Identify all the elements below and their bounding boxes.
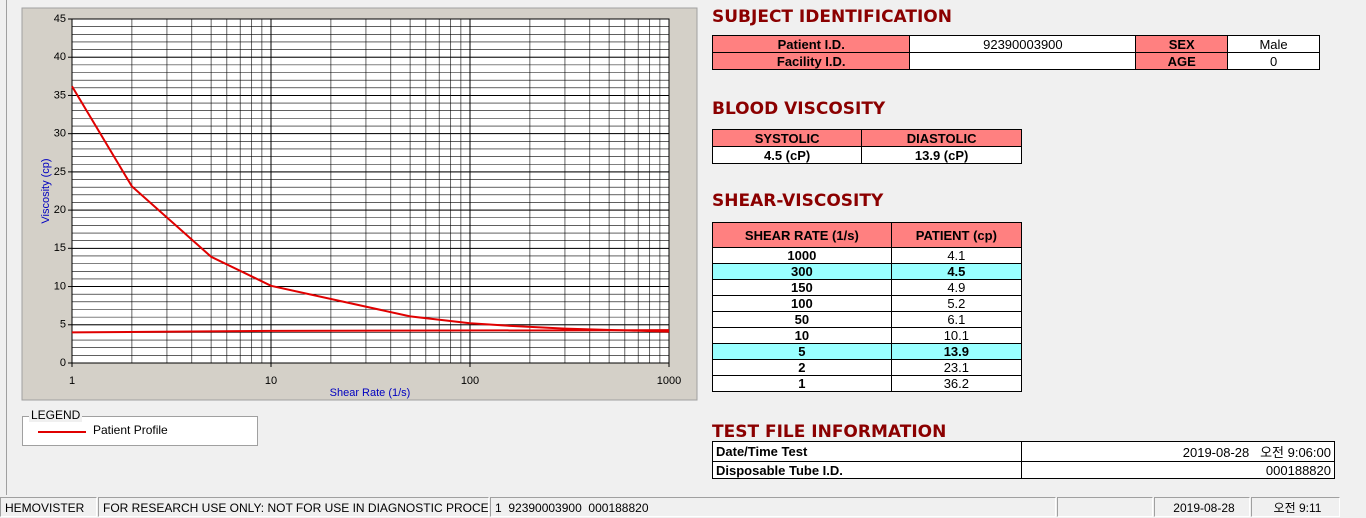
table-cell: 5.2 — [890, 295, 1023, 312]
table-cell — [909, 52, 1137, 70]
y-axis-label: Viscosity (cp) — [40, 158, 52, 223]
y-tick-label: 30 — [54, 128, 66, 140]
table-cell: 1 — [712, 375, 892, 392]
y-tick-label: 20 — [54, 204, 66, 216]
y-tick-label: 45 — [54, 13, 66, 25]
data-line — [71, 329, 670, 334]
section-title: SHEAR-VISCOSITY — [712, 191, 884, 211]
table-cell: 10 — [712, 327, 892, 344]
left-border — [6, 0, 7, 495]
table-row: Date/Time Test 2019-08-28 오전 9:06:00 — [712, 441, 1335, 462]
table-cell: AGE — [1135, 52, 1229, 70]
table-cell: Disposable Tube I.D. — [712, 461, 1022, 479]
x-tick-label: 1000 — [657, 375, 681, 387]
table-cell: 36.2 — [890, 375, 1023, 392]
table-row: Patient I.D. 92390003900 SEX Male — [711, 35, 1320, 53]
table-cell: Date/Time Test — [712, 441, 1022, 462]
table-cell: 300 — [712, 263, 892, 280]
table-cell: 6.1 — [890, 311, 1023, 328]
legend: LEGEND Patient Profile — [22, 408, 258, 446]
table-cell: 4.5 — [890, 263, 1023, 280]
table-row: 4.5 (cP) 13.9 (cP) — [711, 146, 1022, 164]
table-cell: PATIENT (cp) — [890, 222, 1023, 248]
y-tick-label: 10 — [54, 280, 66, 292]
table-cell: SYSTOLIC — [711, 129, 863, 147]
chart: Viscosity (cp) Shear Rate (1/s) 0 5 10 15 20… — [21, 7, 698, 401]
blood-table: SYSTOLIC DIASTOLIC 4.5 (cP) 13.9 (cP) — [711, 129, 1022, 164]
table-row: Disposable Tube I.D. 000188820 — [712, 461, 1335, 479]
table-row: 300 4.5 — [712, 263, 1023, 280]
shear-table: SHEAR RATE (1/s) PATIENT (cp) 1000 4.1 300 4.… — [712, 222, 1023, 392]
table-cell: DIASTOLIC — [861, 129, 1022, 147]
table-cell: 150 — [712, 279, 892, 296]
table-row: 2 23.1 — [712, 359, 1023, 376]
legend-swatch — [38, 431, 86, 433]
status-panel: FOR RESEARCH USE ONLY: NOT FOR USE IN DI… — [98, 497, 489, 517]
legend-label: Patient Profile — [93, 423, 168, 437]
table-cell: 23.1 — [890, 359, 1023, 376]
section-title: SUBJECT IDENTIFICATION — [712, 7, 952, 27]
table-row: 50 6.1 — [712, 311, 1023, 328]
y-tick-label: 25 — [54, 166, 66, 178]
table-cell: 100 — [712, 295, 892, 312]
table-cell: 50 — [712, 311, 892, 328]
table-row: 100 5.2 — [712, 295, 1023, 312]
table-cell: Male — [1227, 35, 1320, 53]
table-cell: 0 — [1227, 52, 1320, 70]
table-cell: 000188820 — [1021, 461, 1335, 479]
data-line — [71, 85, 670, 333]
section-title: TEST FILE INFORMATION — [712, 422, 947, 442]
table-cell: 5 — [712, 343, 892, 360]
table-cell: 4.1 — [890, 247, 1023, 264]
table-cell: Patient I.D. — [711, 35, 911, 53]
section-title: BLOOD VISCOSITY — [712, 99, 886, 119]
status-panel: HEMOVISTER — [0, 497, 97, 517]
table-row: 10 10.1 — [712, 327, 1023, 344]
table-cell: Facility I.D. — [711, 52, 911, 70]
table-cell: 10.1 — [890, 327, 1023, 344]
x-tick-label: 100 — [461, 375, 479, 387]
plot-area — [72, 19, 669, 363]
x-tick-label: 1 — [69, 375, 75, 387]
table-cell: SEX — [1135, 35, 1229, 53]
y-tick-label: 15 — [54, 242, 66, 254]
status-panel — [1057, 497, 1153, 517]
status-panel: 1 92390003900 000188820 — [490, 497, 1056, 517]
table-cell: 13.9 — [890, 343, 1023, 360]
table-cell: 2019-08-28 오전 9:06:00 — [1021, 441, 1335, 462]
table-row: 1000 4.1 — [712, 247, 1023, 264]
table-cell: 13.9 (cP) — [861, 146, 1022, 164]
y-tick-label: 0 — [60, 357, 66, 369]
table-cell: SHEAR RATE (1/s) — [712, 222, 892, 248]
table-row: 5 13.9 — [712, 343, 1023, 360]
y-tick-label: 40 — [54, 51, 66, 63]
legend-title: LEGEND — [29, 408, 83, 422]
y-tick-label: 35 — [54, 89, 66, 101]
table-cell: 4.9 — [890, 279, 1023, 296]
plot-border — [71, 18, 670, 364]
y-tick-label: 5 — [60, 319, 66, 331]
status-panel: 2019-08-28 — [1154, 497, 1250, 517]
table-row: SYSTOLIC DIASTOLIC — [711, 129, 1022, 147]
subject-table: Patient I.D. 92390003900 SEX Male Facility I… — [711, 35, 1320, 70]
table-row: 1 36.2 — [712, 375, 1023, 392]
status-panel: 오전 9:11 — [1251, 497, 1340, 517]
x-tick-label: 10 — [265, 375, 277, 387]
table-row: SHEAR RATE (1/s) PATIENT (cp) — [712, 222, 1023, 248]
table-row: 150 4.9 — [712, 279, 1023, 296]
table-row: Facility I.D. AGE 0 — [711, 52, 1320, 70]
x-axis-label: Shear Rate (1/s) — [330, 387, 411, 399]
table-cell: 1000 — [712, 247, 892, 264]
test-file-table: Date/Time Test 2019-08-28 오전 9:06:00 Dispo… — [712, 441, 1335, 479]
table-cell: 2 — [712, 359, 892, 376]
table-cell: 92390003900 — [909, 35, 1137, 53]
table-cell: 4.5 (cP) — [711, 146, 863, 164]
